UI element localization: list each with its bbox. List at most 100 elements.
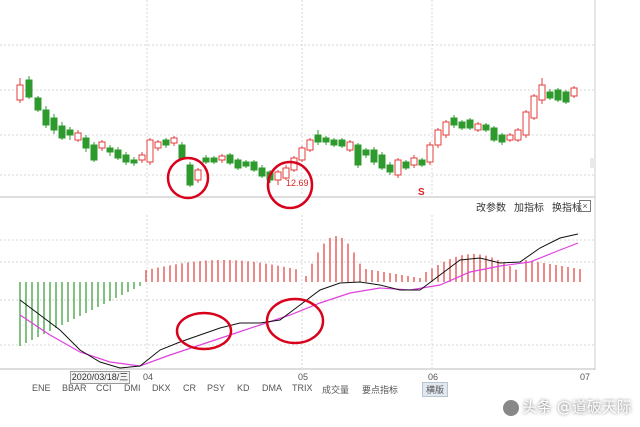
month-label: 04 [143, 372, 154, 382]
tab-cr[interactable]: CR [183, 383, 196, 393]
candle-body [282, 167, 290, 179]
candle-body [490, 127, 498, 141]
candle-body [450, 117, 458, 126]
candle-body [506, 134, 514, 141]
tab-cci[interactable]: CCI [96, 383, 112, 393]
candle-body [242, 161, 250, 167]
candle-body [274, 171, 282, 181]
candle-body [322, 137, 330, 143]
candle-body [202, 157, 210, 163]
candle-body [570, 87, 578, 97]
candle-body [370, 149, 378, 163]
candle-body [114, 149, 122, 159]
candle-body [554, 89, 562, 101]
candle-body [410, 157, 418, 166]
dea-line [19, 242, 579, 367]
candle-body [482, 124, 490, 131]
candle-body [354, 144, 362, 166]
selected-date: 2020/03/18/三 [70, 371, 130, 384]
dif-line [19, 233, 579, 369]
candle-body [314, 134, 322, 143]
tab-dma[interactable]: DMA [262, 383, 282, 393]
candle-body [458, 121, 466, 129]
annotation-circles [166, 156, 325, 351]
candle-body [58, 125, 66, 139]
candle-body [442, 121, 450, 136]
candle-body [330, 139, 338, 146]
tab-ene[interactable]: ENE [32, 383, 51, 393]
tab-psy[interactable]: PSY [207, 383, 226, 393]
candle-body [74, 132, 82, 141]
candle-body [178, 144, 186, 159]
candle-body [522, 111, 530, 136]
circle-price-left [166, 156, 210, 200]
candle-body [106, 147, 114, 153]
tab-trix[interactable]: TRIX [292, 383, 313, 393]
macd-histogram [19, 236, 581, 346]
indicator-toolbar: 改参数 加指标 换指标 [476, 199, 582, 214]
avatar-icon [503, 399, 519, 416]
candle-body [130, 159, 138, 164]
candle-body [250, 161, 258, 171]
candle-body [154, 141, 162, 149]
change-params-button[interactable]: 改参数 [476, 202, 506, 214]
candle-body [170, 137, 178, 144]
candle-body [338, 139, 346, 147]
candle-body [498, 134, 506, 143]
circle-price-right [266, 160, 314, 210]
candle-body [298, 147, 306, 161]
candle-body [226, 154, 234, 164]
tab-dkx[interactable]: DKX [152, 383, 171, 393]
candle-body [122, 154, 130, 163]
candle-body [194, 169, 202, 181]
candle-body [218, 155, 226, 161]
candle-body [530, 95, 538, 119]
candle-body [25, 79, 33, 98]
candle-body [210, 157, 218, 163]
sell-signal-marker: S [418, 187, 425, 198]
date-axis: 04 05 06 07 [0, 371, 595, 383]
candle-body [306, 139, 314, 151]
candle-body [146, 139, 154, 163]
candle-body [162, 139, 170, 146]
tab-bbar[interactable]: BBAR [62, 383, 87, 393]
candle-body [402, 161, 410, 169]
candle-body [186, 164, 194, 186]
candle-body [234, 159, 242, 169]
candle-body [362, 149, 370, 156]
tab-kd[interactable]: KD [237, 383, 250, 393]
tab-horizontal[interactable]: 横版 [422, 382, 449, 397]
candle-body [50, 117, 58, 131]
candle-body [346, 141, 354, 151]
candle-body [538, 84, 546, 101]
price-low-label: 12.69 [286, 178, 309, 188]
add-indicator-button[interactable]: 加指标 [514, 202, 544, 214]
candle-body [474, 123, 482, 131]
candlestick-series [16, 76, 578, 187]
price-grid [0, 0, 595, 196]
month-label: 06 [428, 372, 439, 382]
indicator-grid [0, 215, 595, 368]
candle-body [394, 159, 402, 176]
candle-body [514, 129, 522, 141]
indicator-tabs: ENE BBAR CCI DMI DKX CR PSY KD DMA TRIX … [0, 382, 460, 397]
candle-body [418, 159, 426, 166]
candle-body [466, 119, 474, 129]
candle-body [258, 167, 266, 177]
tab-key-indicator[interactable]: 要点指标 [362, 385, 399, 395]
candle-body [16, 84, 24, 101]
candle-body [562, 91, 570, 103]
candle-body [434, 129, 442, 146]
close-icon[interactable]: × [579, 200, 591, 212]
tab-volume[interactable]: 成交量 [322, 385, 350, 395]
candle-body [138, 154, 146, 161]
candle-body [34, 97, 42, 111]
candle-body [82, 137, 90, 149]
candle-body [98, 141, 106, 149]
candle-body [378, 154, 386, 169]
swap-indicator-button[interactable]: 换指标 [552, 202, 582, 214]
watermark: 头条 @道破天际 [503, 396, 632, 417]
candle-body [90, 144, 98, 161]
candle-body [386, 164, 394, 173]
tab-dmi[interactable]: DMI [124, 383, 141, 393]
